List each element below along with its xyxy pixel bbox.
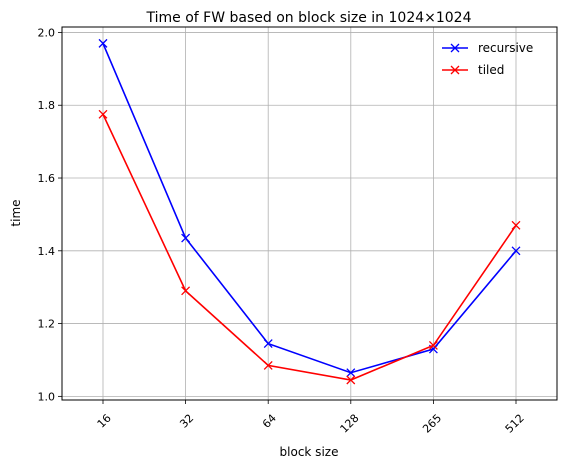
x-tick-label: 16: [95, 412, 114, 431]
y-tick-label: 1.0: [38, 390, 56, 403]
series-recursive: [98, 38, 521, 378]
tick-layer: 16 32 64 128 265 512 1.0 1.2 1.4 1.6 1.8 2.0: [38, 26, 527, 435]
plot-frame: [61, 26, 558, 401]
legend-entry: tiled: [442, 63, 504, 77]
data-point-tiled: [98, 109, 108, 119]
legend-marker: [450, 43, 460, 53]
series-layer: [98, 38, 521, 385]
x-tick-label: 32: [177, 412, 196, 431]
data-point-recursive: [98, 38, 108, 48]
y-tick-label: 1.4: [38, 245, 56, 258]
data-point-tiled: [428, 340, 438, 350]
legend-label: tiled: [478, 63, 504, 77]
legend-entry: recursive: [442, 41, 533, 55]
x-tick-label: 265: [420, 412, 444, 436]
data-point-tiled: [346, 375, 356, 385]
y-tick-label: 1.6: [38, 172, 56, 185]
data-point-tiled: [263, 360, 273, 370]
series-line-tiled: [102, 113, 517, 381]
chart-title: Time of FW based on block size in 1024×1…: [146, 10, 472, 26]
x-tick-label: 512: [503, 412, 527, 436]
y-axis-label: time: [9, 199, 23, 226]
y-tick-label: 1.8: [38, 99, 56, 112]
grid-layer: [62, 27, 557, 400]
legend-marker: [450, 65, 460, 75]
x-axis-label: block size: [280, 445, 339, 459]
legend-label: recursive: [478, 41, 533, 55]
data-point-recursive: [181, 233, 191, 243]
data-point-recursive: [263, 339, 273, 349]
data-point-recursive: [511, 246, 521, 256]
data-point-tiled: [511, 220, 521, 230]
x-tick-label: 128: [338, 412, 362, 436]
legend: recursive tiled: [442, 41, 533, 77]
series-line-recursive: [102, 43, 517, 374]
y-tick-label: 2.0: [38, 26, 56, 39]
series-tiled: [98, 109, 521, 385]
y-tick-label: 1.2: [38, 318, 56, 331]
x-tick-label: 64: [260, 412, 279, 431]
data-point-tiled: [181, 286, 191, 296]
data-point-recursive: [346, 368, 356, 378]
